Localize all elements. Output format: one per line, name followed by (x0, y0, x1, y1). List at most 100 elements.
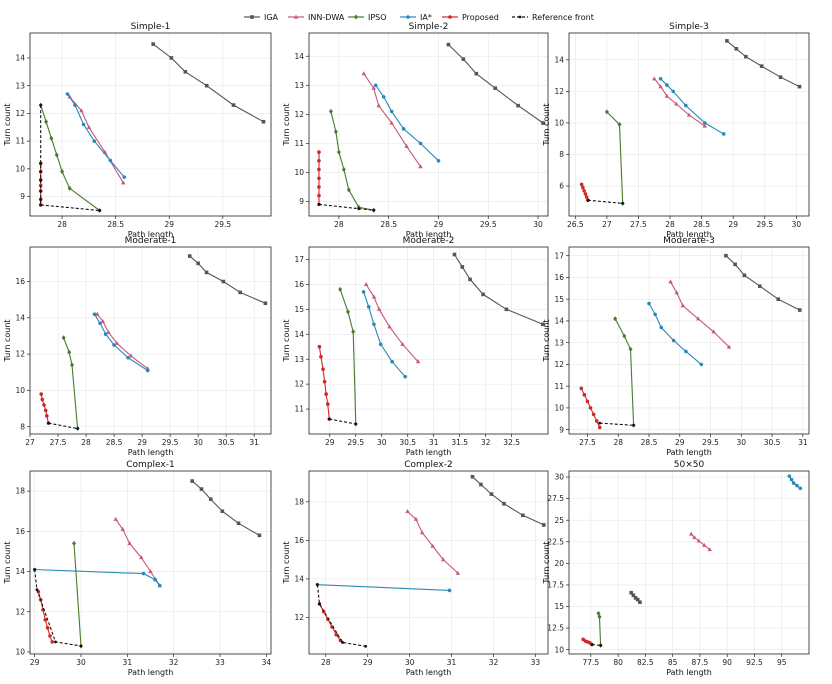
y-axis-label: Turn count (542, 541, 551, 584)
data-point (92, 312, 97, 316)
data-point (658, 84, 663, 89)
data-point (721, 132, 726, 136)
plot-frame (568, 32, 810, 217)
series-iga (452, 252, 545, 327)
data-point (39, 189, 43, 193)
y-tick-label: 17 (554, 251, 564, 260)
series-iga (470, 474, 546, 527)
data-point (633, 596, 638, 600)
x-tick-label: 28.5 (641, 438, 658, 447)
data-point (579, 386, 584, 391)
series-line (365, 284, 419, 363)
data-point (108, 158, 113, 163)
data-point (338, 286, 343, 292)
x-tick-label: 77.5 (582, 658, 599, 667)
x-tick-label: 27.5 (50, 438, 67, 447)
x-tick-label: 31 (798, 438, 808, 447)
series-iga (190, 479, 262, 538)
panel-title: Moderate-1 (125, 236, 177, 246)
data-point (39, 178, 43, 182)
y-axis-label: Turn count (282, 103, 291, 146)
data-point (702, 123, 707, 128)
series-line (591, 643, 601, 646)
data-point (33, 568, 37, 571)
data-point (430, 543, 435, 548)
y-tick-label: 10 (15, 648, 25, 657)
grid (309, 471, 548, 654)
x-tick-label: 33 (531, 658, 541, 667)
panel-simple-2: 28 28.5 29 29.5 30 9 10 11 12 13 14 Simple-2 Path le… (282, 22, 549, 239)
data-point (658, 76, 663, 81)
data-point (502, 501, 506, 506)
data-point (334, 632, 339, 637)
x-tick-label: 31 (429, 438, 439, 447)
series-reference-front (327, 417, 358, 426)
x-axis-label: Path length (128, 448, 174, 457)
y-tick-label: 12 (15, 607, 25, 616)
series-ipso (338, 286, 358, 427)
x-tick-label: 92.5 (746, 658, 763, 667)
panel-title: Simple-1 (131, 22, 171, 32)
series-line (73, 543, 82, 647)
y-tick-label: 11 (554, 382, 564, 391)
series-reference-front (598, 421, 636, 427)
data-point (190, 479, 195, 483)
data-point (372, 322, 376, 327)
data-point (707, 547, 712, 552)
x-tick-label: 29 (30, 658, 40, 667)
data-point (351, 329, 356, 335)
data-point (789, 477, 794, 482)
x-tick-label: 32 (169, 658, 179, 667)
y-tick-label: 13 (15, 81, 25, 90)
x-tick-label: 85 (668, 658, 678, 667)
x-tick-label: 30 (76, 658, 86, 667)
data-point (481, 292, 485, 297)
series-proposed (317, 344, 332, 421)
y-axis-label: Turn count (3, 103, 12, 146)
data-point (470, 474, 475, 479)
series-line (318, 203, 374, 211)
data-point (196, 261, 200, 266)
x-tick-label: 31 (123, 658, 133, 667)
data-point (141, 571, 146, 576)
data-point (405, 509, 410, 514)
data-point (521, 513, 525, 518)
series-line (648, 303, 702, 365)
data-point (684, 103, 688, 108)
series-reference-front (39, 103, 102, 212)
data-point (447, 588, 452, 593)
data-point (73, 103, 77, 107)
data-point (333, 129, 338, 135)
x-tick-label: 28.5 (380, 220, 397, 229)
data-point (139, 555, 144, 560)
series-iga (725, 39, 802, 89)
data-point (797, 84, 802, 89)
data-point (597, 614, 602, 620)
plot-frame (308, 470, 549, 655)
data-point (631, 593, 636, 598)
x-tick-label: 29.5 (702, 438, 719, 447)
x-tick-label: 28.5 (693, 220, 710, 229)
series-line (34, 568, 161, 586)
series-line (40, 105, 100, 212)
data-point (460, 265, 465, 269)
data-point (67, 349, 72, 355)
series-iga (724, 253, 802, 312)
y-tick-label: 14 (554, 55, 564, 64)
data-point (621, 201, 625, 205)
data-point (187, 254, 192, 258)
data-point (45, 414, 49, 418)
plot-frame (308, 246, 549, 435)
x-tick-label: 28 (321, 658, 331, 667)
series-ipso (328, 108, 376, 213)
data-point (261, 119, 266, 124)
x-tick-label: 32.5 (503, 438, 520, 447)
legend-marker (406, 15, 410, 19)
data-point (461, 57, 466, 61)
data-point (72, 540, 77, 546)
y-tick-label: 13 (294, 81, 304, 90)
data-point (39, 170, 43, 174)
x-tick-label: 30 (193, 438, 203, 447)
series-line (653, 78, 706, 127)
y-tick-label: 10 (554, 645, 564, 654)
